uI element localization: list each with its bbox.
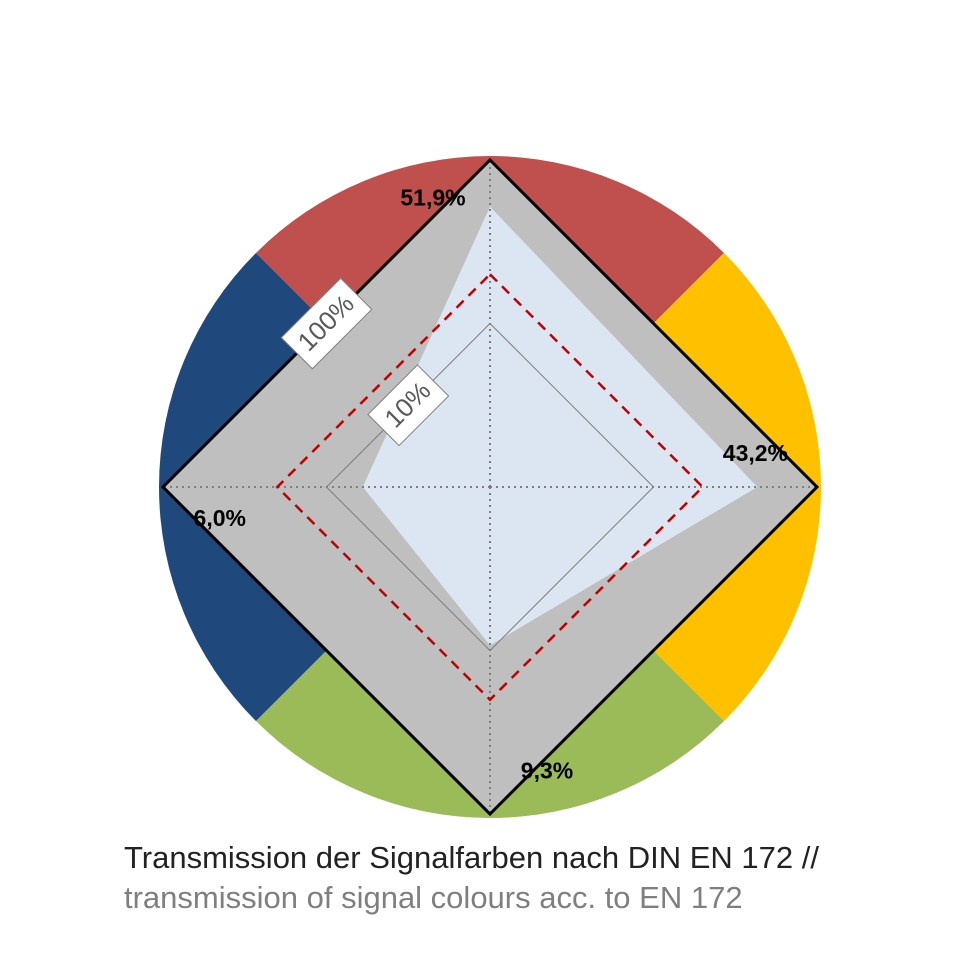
chart-subtitle: transmission of signal colours acc. to E… bbox=[124, 880, 743, 915]
data-label: 6,0% bbox=[194, 505, 246, 531]
grid-line bbox=[160, 157, 820, 817]
grid-line bbox=[325, 322, 655, 652]
tick-box bbox=[367, 364, 450, 447]
chart-title: Transmission der Signalfarben nach DIN E… bbox=[124, 840, 819, 875]
data-area bbox=[362, 206, 758, 646]
data-label: 9,3% bbox=[521, 757, 573, 783]
tick-box bbox=[280, 277, 373, 370]
data-label: 43,2% bbox=[723, 440, 788, 466]
reference-line bbox=[275, 272, 705, 702]
data-label: 51,9% bbox=[400, 185, 465, 211]
tick-label-box: 100% bbox=[280, 277, 373, 370]
